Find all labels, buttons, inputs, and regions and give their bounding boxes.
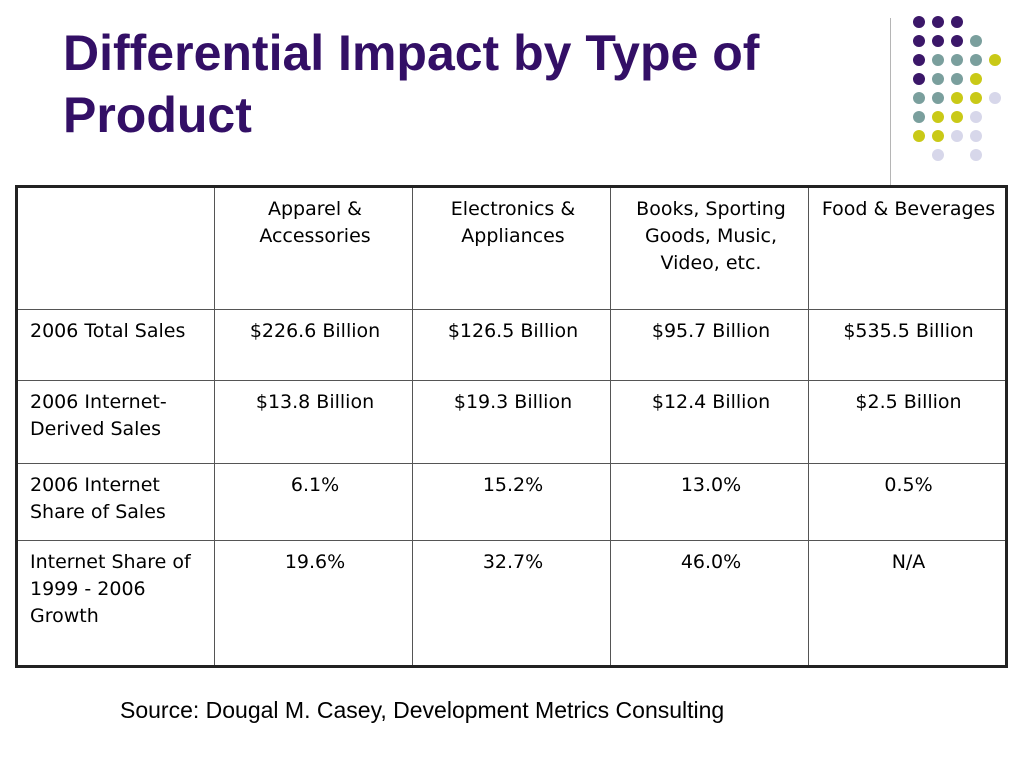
table-cell: N/A xyxy=(808,540,1007,667)
table-cell: 15.2% xyxy=(412,463,611,541)
dot-yellow xyxy=(970,92,982,104)
dot-purple xyxy=(913,54,925,66)
table-header-cell-empty xyxy=(16,186,215,310)
dot-teal xyxy=(970,54,982,66)
table-cell: $226.6 Billion xyxy=(214,309,413,381)
table-cell: 0.5% xyxy=(808,463,1007,541)
dot-purple xyxy=(932,35,944,47)
table-row-label: 2006 Internet-Derived Sales xyxy=(16,380,215,464)
dot-lavender xyxy=(970,130,982,142)
dot-yellow xyxy=(970,73,982,85)
dot-teal xyxy=(970,35,982,47)
title-divider-line xyxy=(890,18,891,186)
dot-lavender xyxy=(970,111,982,123)
dot-lavender xyxy=(989,92,1001,104)
dot-teal xyxy=(932,92,944,104)
dot-teal xyxy=(932,73,944,85)
table-cell: 6.1% xyxy=(214,463,413,541)
dot-purple xyxy=(951,35,963,47)
dot-yellow xyxy=(989,54,1001,66)
table-cell: $95.7 Billion xyxy=(610,309,809,381)
dot-yellow xyxy=(951,111,963,123)
table-cell: 13.0% xyxy=(610,463,809,541)
table-header-cell: Food & Beverages xyxy=(808,186,1007,310)
table-cell: 19.6% xyxy=(214,540,413,667)
dot-purple xyxy=(913,16,925,28)
table-cell: $13.8 Billion xyxy=(214,380,413,464)
table-row-label: 2006 Total Sales xyxy=(16,309,215,381)
table-row-label: 2006 Internet Share of Sales xyxy=(16,463,215,541)
table-row: 2006 Internet-Derived Sales $13.8 Billio… xyxy=(16,380,1007,464)
dot-yellow xyxy=(932,130,944,142)
table-cell: $126.5 Billion xyxy=(412,309,611,381)
dot-teal xyxy=(951,54,963,66)
dot-teal xyxy=(951,73,963,85)
table-cell: $12.4 Billion xyxy=(610,380,809,464)
dot-purple xyxy=(913,35,925,47)
dot-yellow xyxy=(932,111,944,123)
slide-title: Differential Impact by Type of Product xyxy=(63,25,760,143)
source-citation: Source: Dougal M. Casey, Development Met… xyxy=(120,697,725,723)
table-cell: $2.5 Billion xyxy=(808,380,1007,464)
dot-purple xyxy=(932,16,944,28)
table-row: Internet Share of 1999 - 2006 Growth 19.… xyxy=(16,540,1007,667)
sales-comparison-table: Apparel & Accessories Electronics & Appl… xyxy=(15,185,1008,668)
dot-yellow xyxy=(951,92,963,104)
dot-lavender xyxy=(970,149,982,161)
table-row: 2006 Internet Share of Sales 6.1% 15.2% … xyxy=(16,463,1007,541)
dot-purple xyxy=(913,73,925,85)
dot-teal xyxy=(913,111,925,123)
dot-yellow xyxy=(913,130,925,142)
table-cell: $19.3 Billion xyxy=(412,380,611,464)
table-cell: 32.7% xyxy=(412,540,611,667)
table-header-cell: Electronics & Appliances xyxy=(412,186,611,310)
table-header-cell: Books, Sporting Goods, Music, Video, etc… xyxy=(610,186,809,310)
table-header-row: Apparel & Accessories Electronics & Appl… xyxy=(16,186,1007,310)
table-row: 2006 Total Sales $226.6 Billion $126.5 B… xyxy=(16,309,1007,381)
table-cell: 46.0% xyxy=(610,540,809,667)
dot-lavender xyxy=(951,130,963,142)
dot-teal xyxy=(932,54,944,66)
dot-teal xyxy=(913,92,925,104)
table-header-cell: Apparel & Accessories xyxy=(214,186,413,310)
dot-lavender xyxy=(932,149,944,161)
dot-purple xyxy=(951,16,963,28)
table-row-label: Internet Share of 1999 - 2006 Growth xyxy=(16,540,215,667)
table-cell: $535.5 Billion xyxy=(808,309,1007,381)
